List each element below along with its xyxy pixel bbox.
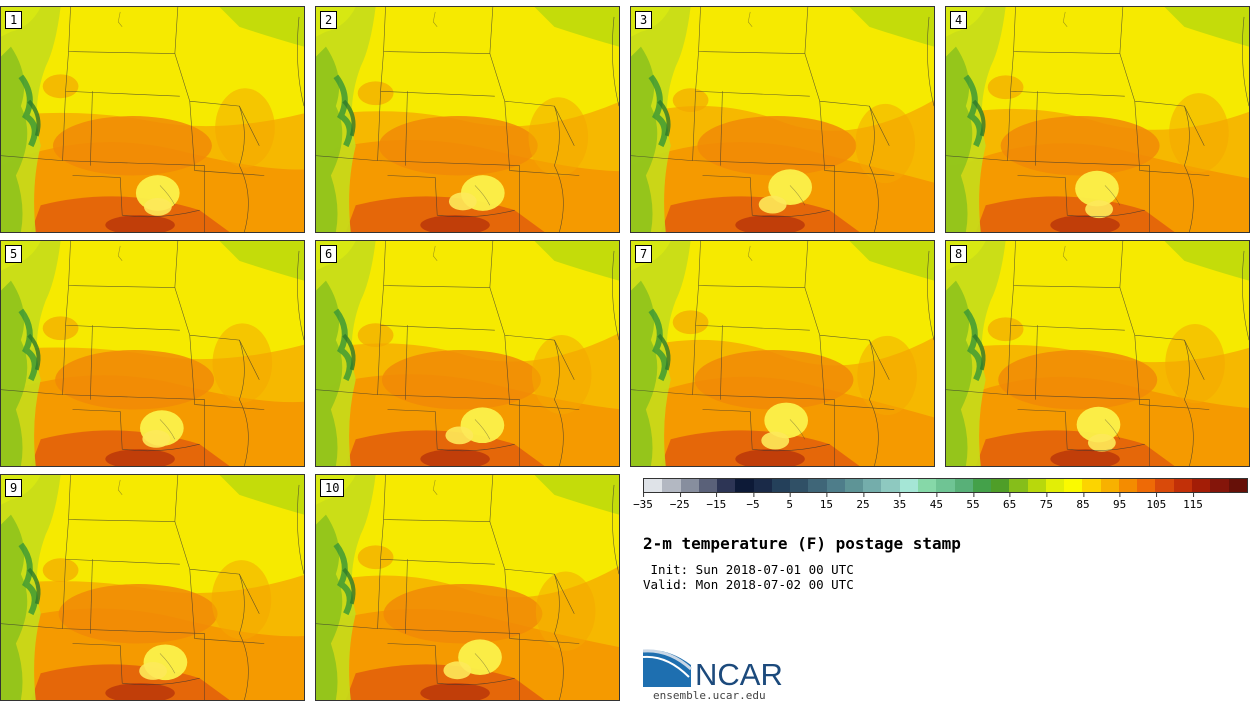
colorbar-tick-label: 75 [1040, 493, 1053, 511]
colorbar-tick-label: 85 [1076, 493, 1090, 511]
stamp-panel-4: 4 [945, 6, 1250, 233]
logo-url: ensemble.ucar.edu [653, 689, 766, 702]
colorbar-swatch [972, 479, 992, 492]
colorbar-swatch [936, 479, 955, 492]
member-label: 10 [320, 479, 345, 497]
colorbar-swatch [826, 479, 845, 492]
member-label: 9 [5, 479, 23, 497]
member-label: 6 [320, 245, 338, 263]
member-label: 2 [320, 11, 338, 29]
colorbar-swatch [1118, 479, 1138, 492]
colorbar-swatch [917, 479, 937, 492]
stamp-panel-7: 7 [630, 240, 935, 467]
stamp-panel-2: 2 [315, 6, 620, 233]
valid-time: Valid: Mon 2018-07-02 00 UTC [643, 577, 854, 592]
temperature-map [631, 7, 934, 232]
colorbar-tick-label: 65 [1003, 493, 1016, 511]
member-label: 5 [5, 245, 23, 263]
colorbar-tick-label: −15 [706, 493, 726, 511]
member-label: 3 [635, 11, 653, 29]
member-label: 1 [5, 11, 23, 29]
temperature-map [316, 475, 619, 700]
temperature-map [316, 7, 619, 232]
colorbar-swatch [698, 479, 718, 492]
figure-title: 2-m temperature (F) postage stamp [643, 534, 961, 553]
colorbar-swatch [1228, 479, 1247, 492]
colorbar-swatch [899, 479, 918, 492]
colorbar-swatch [1009, 479, 1028, 492]
temperature-map [1, 7, 304, 232]
colorbar-swatch [1173, 479, 1192, 492]
colorbar-swatch [1082, 479, 1101, 492]
colorbar-tick-label: −5 [746, 493, 760, 511]
colorbar-swatch [808, 479, 827, 492]
colorbar-ticks: −35 −25 −15 −5 5 15 25 35 45 55 65 75 85 95 105 115 [633, 493, 1248, 513]
colorbar-swatch [735, 479, 754, 492]
colorbar-tick-label: −25 [670, 493, 690, 511]
colorbar-tick-label: 35 [893, 493, 906, 511]
temperature-map [1, 241, 304, 466]
stamp-panel-5: 5 [0, 240, 305, 467]
colorbar-swatch [844, 479, 864, 492]
colorbar-swatch [771, 479, 791, 492]
colorbar-tick-label: 95 [1113, 493, 1126, 511]
colorbar-tick-label: 55 [966, 493, 980, 511]
colorbar-swatch [1137, 479, 1156, 492]
colorbar-swatch [1155, 479, 1174, 492]
stamp-panel-3: 3 [630, 6, 935, 233]
ncar-logo-text: NCAR [695, 657, 783, 692]
temperature-map [631, 241, 934, 466]
colorbar-swatch [753, 479, 772, 492]
colorbar-swatch [991, 479, 1010, 492]
temperature-map [946, 241, 1249, 466]
colorbar-tick-label: 105 [1146, 493, 1166, 511]
colorbar-swatch [1100, 479, 1119, 492]
colorbar-swatch [662, 479, 681, 492]
colorbar-tick-label: 115 [1183, 493, 1203, 511]
colorbar-swatch [863, 479, 882, 492]
stamp-panel-8: 8 [945, 240, 1250, 467]
colorbar-swatch [790, 479, 809, 492]
temperature-map [316, 241, 619, 466]
stamp-panel-1: 1 [0, 6, 305, 233]
colorbar-tick-label: 5 [786, 493, 793, 511]
ncar-logo: NCAR [643, 649, 783, 692]
stamp-panel-9: 9 [0, 474, 305, 701]
colorbar-swatch [881, 479, 900, 492]
init-time: Init: Sun 2018-07-01 00 UTC [643, 562, 854, 577]
colorbar-swatch [644, 479, 663, 492]
temperature-map [1, 475, 304, 700]
member-label: 4 [950, 11, 968, 29]
member-label: 7 [635, 245, 653, 263]
temperature-colorbar [643, 478, 1248, 493]
colorbar-swatch [680, 479, 699, 492]
colorbar-swatch [1045, 479, 1065, 492]
stamp-panel-6: 6 [315, 240, 620, 467]
colorbar-swatch [717, 479, 736, 492]
colorbar-tick-label: 15 [820, 493, 833, 511]
temperature-map [946, 7, 1249, 232]
stamp-panel-10: 10 [315, 474, 620, 701]
colorbar-swatch [954, 479, 973, 492]
colorbar-tick-label: −35 [633, 493, 653, 511]
member-label: 8 [950, 245, 968, 263]
colorbar-swatch [1210, 479, 1229, 492]
colorbar-swatch [1027, 479, 1046, 492]
colorbar-tick-label: 25 [856, 493, 870, 511]
colorbar-swatch [1191, 479, 1211, 492]
colorbar-tick-label: 45 [930, 493, 943, 511]
colorbar-swatch [1064, 479, 1083, 492]
